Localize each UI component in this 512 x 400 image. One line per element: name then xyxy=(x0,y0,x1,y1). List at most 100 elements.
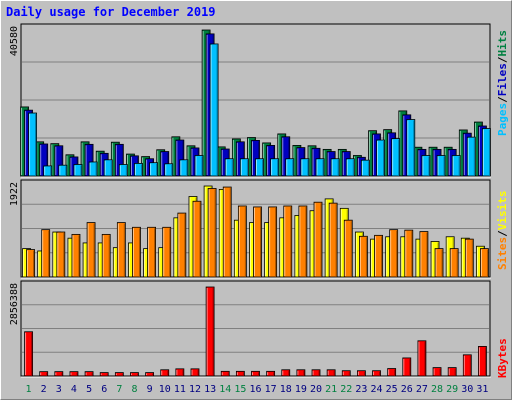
bar-kbytes xyxy=(205,286,215,377)
bar-pages xyxy=(330,158,340,177)
bar-sites xyxy=(419,231,429,278)
day-label: 7 xyxy=(116,384,122,395)
bar-kbytes xyxy=(326,369,336,377)
axis-max-label: 2856388 xyxy=(9,283,20,325)
bar-sites xyxy=(86,222,96,278)
day-label: 25 xyxy=(386,384,398,395)
bar-pages xyxy=(134,163,143,177)
bar-pages xyxy=(43,165,53,177)
bar-kbytes xyxy=(130,372,139,377)
bar-pages xyxy=(179,159,189,177)
bar-pages xyxy=(300,158,310,177)
bar-kbytes xyxy=(69,371,79,377)
bar-sites xyxy=(222,186,232,278)
bar-kbytes xyxy=(402,357,412,377)
bar-pages xyxy=(255,158,264,177)
bar-pages xyxy=(376,139,385,177)
axis-max-label: 1922 xyxy=(9,182,20,206)
day-label: 12 xyxy=(189,384,201,395)
bar-sites xyxy=(313,201,323,278)
day-label: 5 xyxy=(86,384,92,395)
day-label: 28 xyxy=(431,384,443,395)
bar-sites xyxy=(192,200,202,278)
legend-0: Pages/Files/Hits xyxy=(496,30,509,136)
bar-pages xyxy=(164,163,174,177)
bar-sites xyxy=(71,233,81,278)
day-label: 18 xyxy=(280,384,292,395)
bar-pages xyxy=(73,164,83,177)
bar-sites xyxy=(162,226,172,278)
bar-kbytes xyxy=(372,370,381,377)
day-label: 19 xyxy=(295,384,307,395)
day-label: 26 xyxy=(401,384,413,395)
bar-sites xyxy=(268,206,278,278)
bar-pages xyxy=(361,159,370,177)
bar-sites xyxy=(283,205,293,278)
bar-sites xyxy=(56,231,66,278)
day-label: 4 xyxy=(71,384,77,395)
bar-pages xyxy=(451,155,461,177)
day-label: 23 xyxy=(355,384,367,395)
bar-sites xyxy=(359,235,368,278)
chart-title: Daily usage for December 2019 xyxy=(6,5,216,19)
day-label: 21 xyxy=(325,384,337,395)
bar-kbytes xyxy=(99,372,109,377)
day-label: 13 xyxy=(204,384,216,395)
bar-kbytes xyxy=(39,371,49,377)
bar-pages xyxy=(224,158,234,177)
bar-sites xyxy=(298,205,308,278)
bar-pages xyxy=(149,162,158,177)
legend-item: / xyxy=(496,230,509,237)
axis-max-label: 40580 xyxy=(9,26,20,56)
day-label: 15 xyxy=(234,384,246,395)
bar-pages xyxy=(88,161,98,177)
legend-item: Visits xyxy=(496,191,509,231)
day-label: 2 xyxy=(41,384,47,395)
legend-item: Hits xyxy=(496,30,509,57)
bar-kbytes xyxy=(296,369,306,377)
bar-sites xyxy=(147,226,156,278)
bar-sites xyxy=(328,202,338,278)
bar-pages xyxy=(58,164,68,177)
bar-pages xyxy=(270,158,280,177)
bar-pages xyxy=(239,158,249,177)
bar-sites xyxy=(26,249,35,278)
day-label: 8 xyxy=(131,384,137,395)
bar-sites xyxy=(177,212,187,278)
day-label: 14 xyxy=(219,384,231,395)
day-label: 30 xyxy=(461,384,473,395)
bar-kbytes xyxy=(145,372,154,377)
bar-kbytes xyxy=(160,369,170,377)
bar-pages xyxy=(315,158,325,177)
bar-sites xyxy=(480,248,489,278)
bar-sites xyxy=(434,248,444,278)
bar-kbytes xyxy=(462,354,472,377)
bar-kbytes xyxy=(175,368,185,377)
day-label: 3 xyxy=(56,384,62,395)
bar-sites xyxy=(237,205,247,278)
day-label: 31 xyxy=(476,384,488,395)
legend-item: / xyxy=(496,56,509,63)
bar-kbytes xyxy=(24,331,33,377)
bar-kbytes xyxy=(341,370,351,377)
bar-sites xyxy=(464,238,474,278)
day-label: 6 xyxy=(101,384,107,395)
bar-kbytes xyxy=(357,370,366,377)
bar-pages xyxy=(285,158,295,177)
bar-sites xyxy=(116,222,126,278)
legend-1: Sites/Visits xyxy=(496,191,509,271)
bar-kbytes xyxy=(190,368,200,377)
bar-pages xyxy=(28,112,37,177)
day-label: 17 xyxy=(265,384,277,395)
bar-kbytes xyxy=(447,367,457,377)
bar-sites xyxy=(343,219,353,278)
legend-item: Pages xyxy=(496,103,509,136)
bar-kbytes xyxy=(114,372,124,377)
day-label: 20 xyxy=(310,384,322,395)
day-label: 16 xyxy=(249,384,261,395)
bar-sites xyxy=(207,188,217,278)
bar-sites xyxy=(253,206,262,278)
bar-kbytes xyxy=(235,370,245,377)
legend-item: Sites xyxy=(496,237,509,270)
bar-pages xyxy=(406,119,416,177)
